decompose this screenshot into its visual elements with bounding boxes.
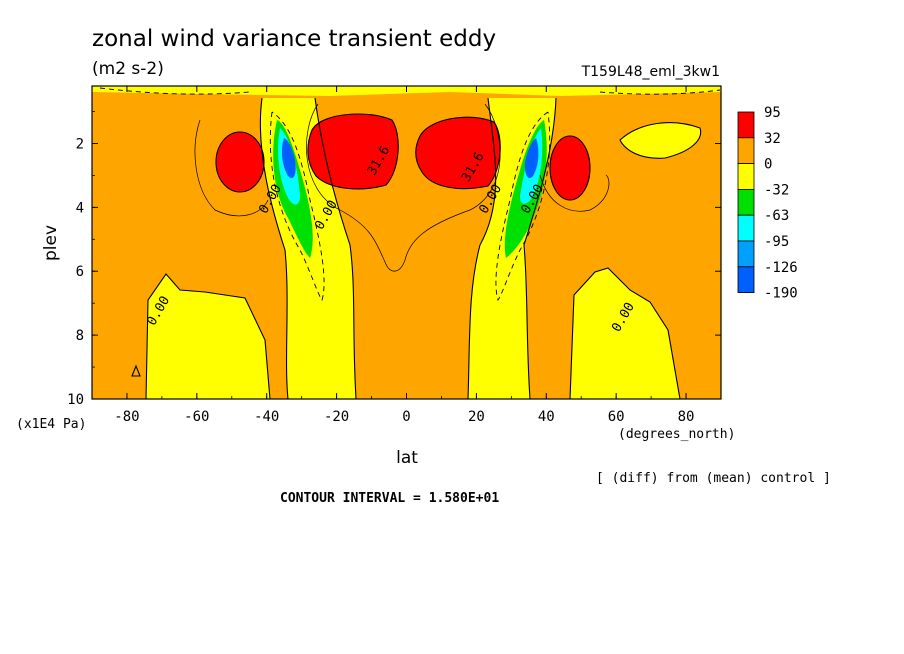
- contour-line-9: [415, 116, 501, 190]
- dashed-contour-1: [269, 111, 325, 301]
- y-tick-label-3: 8: [76, 328, 84, 344]
- red-region-3: [415, 117, 501, 189]
- x-tick-label-3: -20: [324, 409, 349, 425]
- colorbar-swatch-3: [737, 188, 755, 216]
- dashed-contour-4: [599, 89, 721, 95]
- colorbar-swatch-6: [737, 266, 755, 293]
- thin-contour-1: [194, 119, 269, 217]
- y-axis-title: plev: [41, 225, 61, 261]
- x-tick-label-5: 20: [468, 409, 485, 425]
- contour-line-3: [467, 97, 497, 399]
- colorbar-label-6: -126: [764, 260, 798, 276]
- contour-field: [92, 86, 721, 399]
- x-axis-title: lat: [396, 448, 418, 468]
- contour-line-2: [314, 97, 357, 399]
- colorbar-label-0: 95: [764, 105, 781, 121]
- x-tick-label-7: 60: [608, 409, 625, 425]
- x-axis: -80 -60 -40 -20 0 20 40 60 80: [91, 86, 722, 425]
- colorbar-label-1: 32: [764, 131, 781, 147]
- red-region-4: [550, 136, 590, 200]
- y-tick-label-2: 6: [76, 264, 84, 280]
- colorbar-label-3: -32: [764, 182, 789, 198]
- colorbar-swatch-0: [737, 111, 755, 139]
- y-units-label: (x1E4 Pa): [16, 417, 86, 432]
- chart-units: (m2 s-2): [92, 59, 164, 79]
- contour-line-12: [131, 364, 141, 377]
- yellow-region-nh-surface: [570, 268, 680, 399]
- blue-lobe-sh: [281, 138, 296, 179]
- colorbar-swatch-4: [737, 214, 755, 242]
- dashed-contour-2: [495, 111, 551, 301]
- y-tick-label-0: 2: [76, 136, 84, 152]
- blue-lobe-nh: [524, 138, 539, 179]
- contour-line-8: [307, 113, 399, 190]
- x-tick-label-4: 0: [402, 409, 410, 425]
- thin-contour-3: [539, 174, 610, 212]
- colorbar-label-5: -95: [764, 234, 789, 250]
- y-axis: 2 4 6 8 10: [67, 111, 721, 408]
- x-tick-label-0: -80: [114, 409, 139, 425]
- red-region-1: [216, 132, 264, 192]
- contour-line-7: [619, 122, 702, 159]
- colorbar-swatch-1: [737, 137, 755, 165]
- contour-line-11: [549, 135, 591, 201]
- yellow-region-sh-surface: [146, 274, 270, 399]
- contour-line-10: [215, 131, 265, 193]
- x-tick-label-2: -40: [254, 409, 279, 425]
- red-region-2: [307, 114, 399, 189]
- contour-line-4: [523, 97, 557, 399]
- contour-line-6: [569, 267, 681, 399]
- x-units-label: (degrees_north): [618, 427, 735, 442]
- yellow-region-nh-high: [620, 122, 701, 159]
- x-tick-label-8: 80: [678, 409, 695, 425]
- colorbar-swatch-2: [737, 163, 755, 190]
- colorbar-swatch-5: [737, 240, 755, 268]
- dashed-contour-3: [99, 87, 251, 95]
- colorbar-label-2: 0: [764, 157, 772, 173]
- y-tick-label-1: 4: [76, 200, 84, 216]
- y-tick-label-4: 10: [67, 392, 84, 408]
- colorbar-label-7: -190: [764, 286, 798, 302]
- colorbar-legend: 95 32 0 -32 -63 -95 -126 -190: [737, 105, 798, 302]
- x-tick-label-6: 40: [538, 409, 555, 425]
- colorbar-label-4: -63: [764, 208, 789, 224]
- contour-line-5: [145, 273, 271, 399]
- thin-contour-2: [306, 103, 501, 272]
- x-tick-label-1: -60: [184, 409, 209, 425]
- experiment-label: T159L48_eml_3kw1: [581, 64, 720, 80]
- contour-interval: CONTOUR INTERVAL = 1.580E+01: [280, 491, 499, 506]
- footer-note: [ (diff) from (mean) control ]: [596, 471, 831, 486]
- chart-title: zonal wind variance transient eddy: [92, 26, 496, 52]
